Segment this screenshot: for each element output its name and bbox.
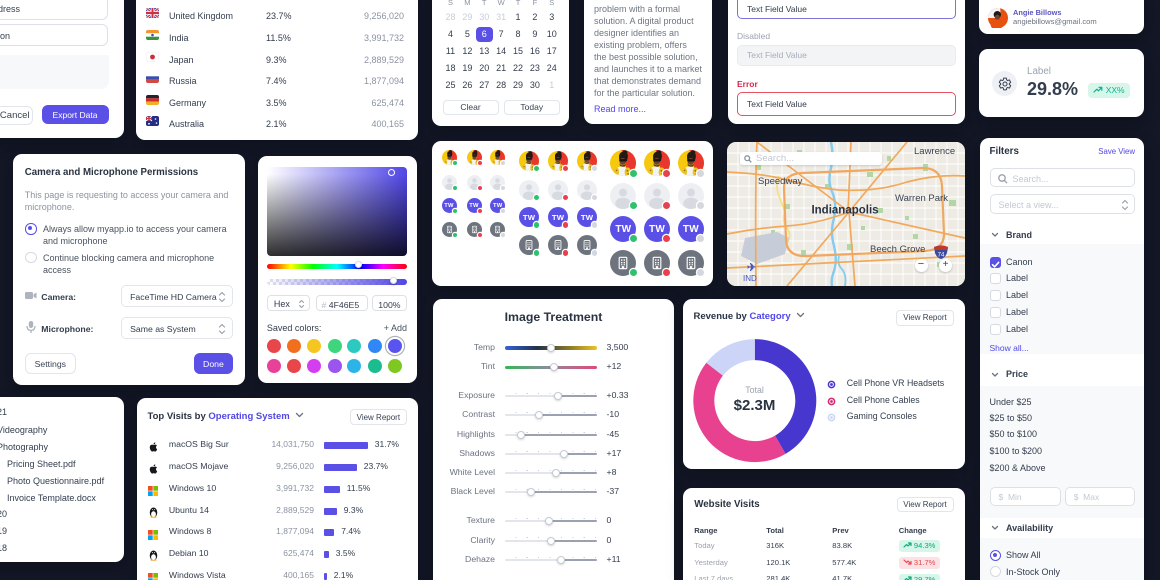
svg-text:74: 74 bbox=[938, 253, 945, 259]
svg-text:Speedway: Speedway bbox=[758, 176, 803, 187]
svg-text:Beech Grove: Beech Grove bbox=[870, 244, 925, 255]
svg-text:Lawrence: Lawrence bbox=[914, 146, 955, 157]
svg-text:IND: IND bbox=[743, 274, 757, 283]
svg-text:Indianapolis: Indianapolis bbox=[811, 205, 878, 217]
svg-text:✈: ✈ bbox=[747, 262, 756, 274]
svg-text:Warren Park: Warren Park bbox=[895, 193, 948, 204]
